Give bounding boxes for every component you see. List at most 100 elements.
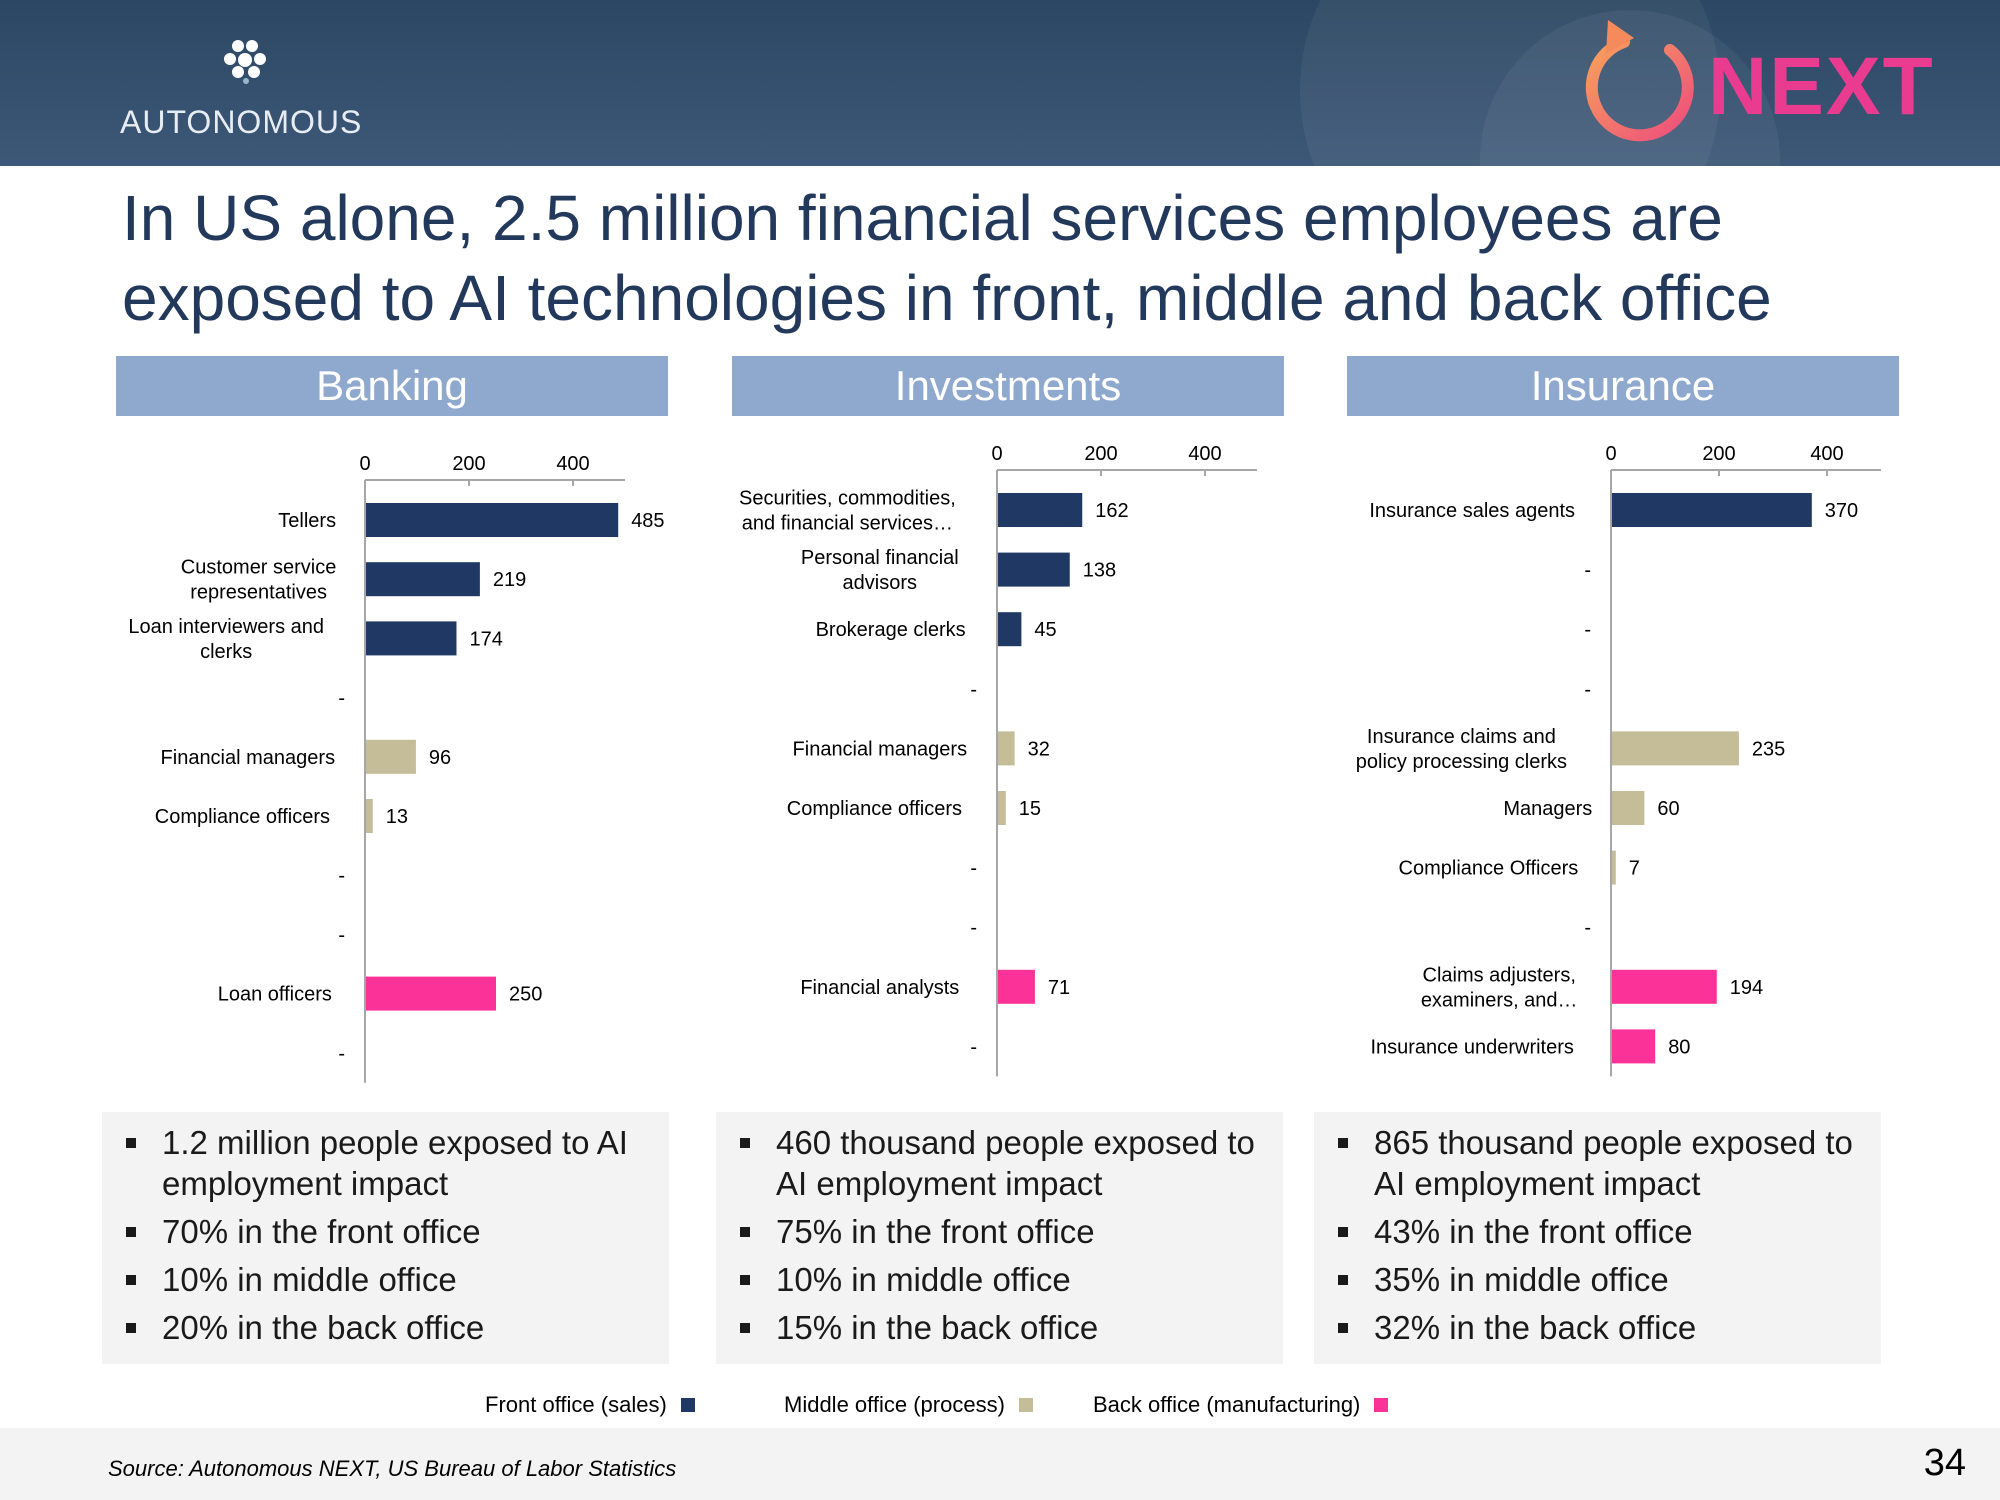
category-label-line: policy processing clerks: [1356, 751, 1567, 773]
category-label: -: [338, 1043, 345, 1065]
insurance-panel-header: Insurance: [1347, 356, 1899, 416]
legend-swatch-front: [680, 1398, 695, 1412]
category-label-line: Compliance Officers: [1399, 858, 1579, 880]
banking-summary-item: 20% in the back office: [126, 1307, 649, 1348]
category-label-line: Compliance officers: [155, 806, 330, 828]
investments-summary-item: 75% in the front office: [740, 1211, 1263, 1252]
tick-label: 200: [1084, 443, 1117, 465]
banking-summary-item: 1.2 million people exposed to AI employm…: [126, 1122, 649, 1204]
source-note: Source: Autonomous NEXT, US Bureau of La…: [108, 1456, 677, 1481]
data-label: 194: [1730, 977, 1763, 999]
legend-swatch-back: [1374, 1398, 1389, 1412]
data-label: 235: [1752, 738, 1785, 760]
category-label-line: Customer service: [181, 557, 337, 579]
banking-summary-item: 10% in middle office: [126, 1259, 649, 1300]
category-label-line: Tellers: [278, 510, 336, 532]
category-label-line: Insurance claims and: [1367, 726, 1556, 748]
data-label: 80: [1668, 1036, 1690, 1058]
investments-summary-item: 15% in the back office: [740, 1307, 1263, 1348]
category-label: Brokerage clerks: [816, 619, 966, 641]
category-label-line: -: [1584, 560, 1591, 582]
category-label-line: Claims adjusters,: [1423, 964, 1576, 986]
category-label-line: advisors: [843, 572, 917, 594]
category-label-line: -: [1584, 619, 1591, 641]
page-title-line-2: exposed to AI technologies in front, mid…: [122, 262, 1772, 334]
insurance-summary-item: 43% in the front office: [1338, 1211, 1861, 1252]
category-label-line: -: [1584, 679, 1591, 701]
bar-front: [366, 503, 619, 537]
category-label-line: Insurance underwriters: [1370, 1036, 1573, 1058]
data-label: 174: [469, 628, 502, 650]
tick-label: 0: [1605, 443, 1616, 465]
category-label-line: Loan interviewers and: [128, 616, 324, 638]
banking-chart: 0 200 400 Tellers 485 Customer service represe…: [116, 430, 696, 1083]
bar-front: [366, 621, 457, 656]
category-label-line: and financial services…: [742, 513, 953, 535]
category-label-line: -: [338, 865, 345, 887]
tick-label: 0: [991, 443, 1002, 465]
category-label-line: -: [970, 858, 977, 880]
data-label: 13: [386, 806, 408, 828]
category-label-line: Loan officers: [218, 984, 332, 1006]
category-label: Securities, commodities, and financial se…: [739, 488, 956, 535]
category-label: -: [1584, 619, 1591, 641]
category-label: Financial managers: [161, 747, 336, 769]
category-label-line: examiners, and…: [1421, 989, 1578, 1011]
category-label-line: representatives: [190, 582, 327, 604]
legend-label-middle: Middle office (process): [784, 1392, 1005, 1417]
data-label: 45: [1034, 619, 1056, 641]
data-label: 370: [1825, 500, 1858, 522]
investments-summary-item: 10% in middle office: [740, 1259, 1263, 1300]
investments-chart: 0 200 400 Securities, commodities, and finan…: [711, 430, 1291, 1080]
chart-legend: Front office (sales) Middle office (proc…: [0, 1392, 2000, 1422]
category-label-line: -: [338, 1043, 345, 1065]
legend-item-front: Front office (sales): [485, 1392, 695, 1418]
insurance-summary: 865 thousand people exposed to AI employ…: [1314, 1112, 1881, 1364]
category-label: Loan officers: [218, 984, 332, 1006]
category-label: Managers: [1503, 798, 1592, 820]
category-label-line: Financial managers: [161, 747, 336, 769]
bar-front: [998, 493, 1083, 527]
banking-summary-item: 70% in the front office: [126, 1211, 649, 1252]
autonomous-wordmark: AUTONOMOUS: [120, 104, 363, 140]
category-label: Loan interviewers and clerks: [128, 616, 324, 663]
bar-middle: [1612, 731, 1739, 766]
category-label: -: [1584, 917, 1591, 939]
insurance-summary-item: 32% in the back office: [1338, 1307, 1861, 1348]
category-label-line: Financial analysts: [800, 977, 959, 999]
data-label: 96: [429, 747, 451, 769]
category-label: -: [970, 858, 977, 880]
data-label: 250: [509, 984, 542, 1006]
next-wordmark: NEXT: [1708, 41, 1935, 132]
autonomous-logo-icon: [224, 40, 266, 84]
bar-back: [998, 969, 1035, 1004]
category-label: Financial analysts: [800, 977, 959, 999]
category-label-line: -: [338, 688, 345, 710]
category-label-line: Brokerage clerks: [816, 619, 966, 641]
category-label-line: clerks: [200, 641, 252, 663]
refresh-icon: [1585, 20, 1694, 142]
category-label: -: [338, 924, 345, 946]
category-label: Compliance officers: [155, 806, 330, 828]
category-label-line: Financial managers: [793, 738, 968, 760]
investments-summary-item: 460 thousand people exposed to AI employ…: [740, 1122, 1263, 1204]
bar-front: [998, 612, 1022, 647]
category-label: Claims adjusters, examiners, and…: [1421, 964, 1578, 1011]
tick-label: 200: [452, 453, 485, 475]
category-label: Insurance claims and policy processing cl…: [1356, 726, 1567, 773]
category-label-line: Compliance officers: [787, 798, 962, 820]
bar-middle: [998, 791, 1006, 825]
category-label: -: [338, 688, 345, 710]
tick-label: 0: [359, 453, 370, 475]
category-label-line: -: [338, 924, 345, 946]
category-label: Insurance underwriters: [1370, 1036, 1573, 1058]
investments-summary: 460 thousand people exposed to AI employ…: [716, 1112, 1283, 1364]
category-label: Tellers: [278, 510, 336, 532]
category-label-line: -: [1584, 917, 1591, 939]
insurance-chart: 0 200 400 Insurance sales agents 370 - - - Insur…: [1330, 430, 1910, 1080]
bar-middle: [366, 799, 373, 833]
data-label: 7: [1629, 858, 1640, 880]
legend-label-back: Back office (manufacturing): [1093, 1392, 1361, 1417]
data-label: 32: [1028, 738, 1050, 760]
tick-label: 400: [556, 453, 589, 475]
